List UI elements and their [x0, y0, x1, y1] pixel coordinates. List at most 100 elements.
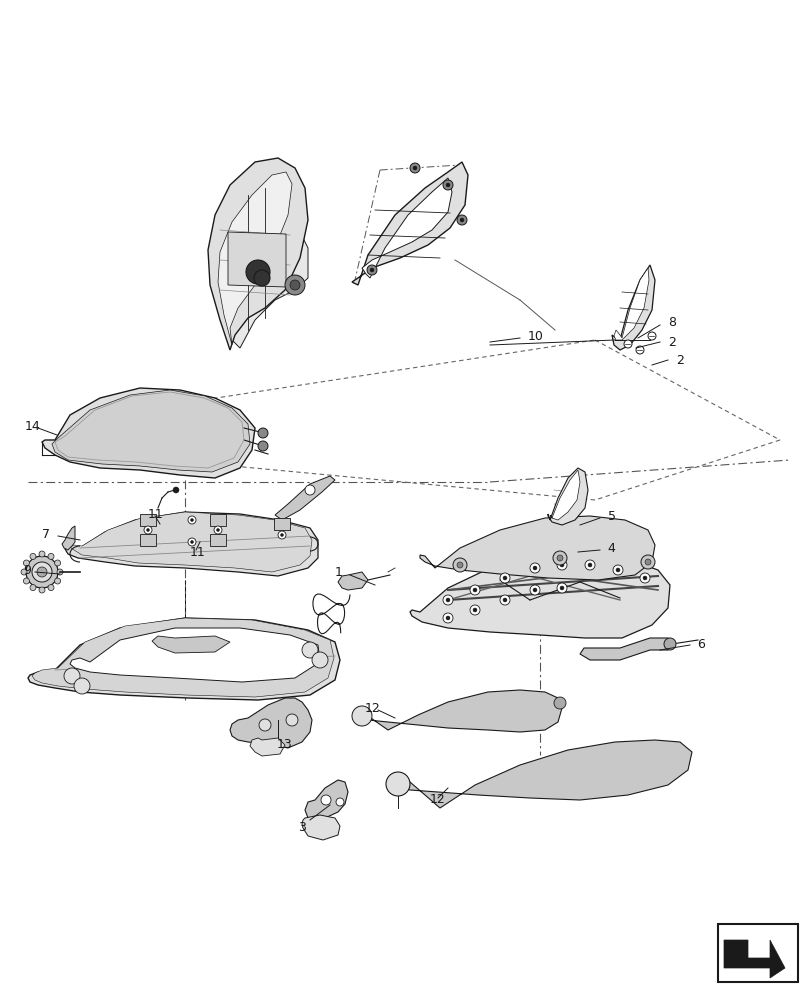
- Polygon shape: [210, 534, 225, 546]
- Circle shape: [259, 719, 271, 731]
- Circle shape: [530, 563, 539, 573]
- Circle shape: [217, 528, 219, 532]
- Circle shape: [502, 576, 506, 580]
- Circle shape: [502, 598, 506, 602]
- Circle shape: [285, 275, 305, 295]
- Polygon shape: [228, 232, 285, 287]
- Circle shape: [612, 565, 622, 575]
- Circle shape: [413, 166, 417, 170]
- Circle shape: [663, 638, 676, 650]
- Circle shape: [144, 526, 152, 534]
- Circle shape: [560, 563, 564, 567]
- Circle shape: [21, 569, 27, 575]
- Text: 4: 4: [607, 542, 614, 556]
- Circle shape: [635, 346, 643, 354]
- Circle shape: [453, 558, 466, 572]
- Circle shape: [173, 487, 178, 493]
- Text: 14: 14: [25, 420, 41, 432]
- Circle shape: [188, 516, 195, 524]
- Circle shape: [553, 697, 565, 709]
- Polygon shape: [579, 638, 672, 660]
- Text: 9: 9: [23, 564, 31, 578]
- Circle shape: [473, 588, 476, 592]
- Text: 12: 12: [365, 702, 380, 714]
- Circle shape: [24, 578, 29, 584]
- Polygon shape: [62, 526, 75, 550]
- Polygon shape: [230, 698, 311, 748]
- Circle shape: [443, 595, 453, 605]
- Circle shape: [285, 714, 298, 726]
- Polygon shape: [337, 572, 367, 590]
- Text: 6: 6: [696, 638, 704, 650]
- Text: 10: 10: [527, 330, 543, 344]
- Circle shape: [457, 215, 466, 225]
- Polygon shape: [152, 636, 230, 653]
- Circle shape: [24, 560, 29, 566]
- Polygon shape: [549, 470, 579, 520]
- Circle shape: [246, 260, 270, 284]
- Text: 11: 11: [190, 546, 205, 560]
- Circle shape: [37, 567, 47, 577]
- Text: 7: 7: [42, 528, 50, 542]
- Circle shape: [500, 573, 509, 583]
- Circle shape: [191, 540, 193, 544]
- Circle shape: [214, 526, 221, 534]
- Circle shape: [48, 585, 54, 591]
- Text: 12: 12: [430, 793, 445, 806]
- Circle shape: [30, 585, 36, 591]
- Polygon shape: [419, 516, 654, 580]
- Polygon shape: [228, 222, 307, 348]
- Polygon shape: [217, 172, 292, 345]
- Circle shape: [473, 608, 476, 612]
- Circle shape: [556, 583, 566, 593]
- Circle shape: [32, 562, 52, 582]
- Circle shape: [556, 560, 566, 570]
- Polygon shape: [611, 265, 654, 350]
- Polygon shape: [394, 740, 691, 808]
- Circle shape: [443, 180, 453, 190]
- Circle shape: [305, 485, 315, 495]
- Circle shape: [57, 569, 63, 575]
- Text: 5: 5: [607, 510, 616, 524]
- Circle shape: [351, 706, 371, 726]
- Polygon shape: [139, 534, 156, 546]
- Circle shape: [445, 616, 449, 620]
- Circle shape: [460, 218, 463, 222]
- Circle shape: [443, 613, 453, 623]
- Text: 2: 2: [667, 336, 675, 349]
- Circle shape: [457, 562, 462, 568]
- Circle shape: [188, 538, 195, 546]
- Circle shape: [584, 560, 594, 570]
- Circle shape: [470, 585, 479, 595]
- Circle shape: [410, 163, 419, 173]
- Circle shape: [320, 795, 331, 805]
- Circle shape: [39, 551, 45, 557]
- Polygon shape: [362, 178, 452, 278]
- Circle shape: [254, 270, 270, 286]
- Circle shape: [39, 587, 45, 593]
- Polygon shape: [28, 618, 340, 700]
- Circle shape: [311, 652, 328, 668]
- Polygon shape: [547, 468, 587, 525]
- Text: 1: 1: [335, 566, 342, 580]
- Text: 13: 13: [277, 738, 293, 752]
- Circle shape: [530, 585, 539, 595]
- Text: 3: 3: [298, 821, 306, 834]
- Polygon shape: [65, 512, 318, 576]
- Circle shape: [385, 772, 410, 796]
- Circle shape: [280, 534, 283, 536]
- Circle shape: [470, 605, 479, 615]
- Text: 11: 11: [148, 508, 164, 520]
- Polygon shape: [208, 158, 307, 350]
- Polygon shape: [305, 780, 348, 820]
- Polygon shape: [42, 388, 255, 478]
- Circle shape: [48, 553, 54, 559]
- Circle shape: [336, 798, 344, 806]
- Circle shape: [290, 280, 299, 290]
- Circle shape: [258, 441, 268, 451]
- Polygon shape: [52, 390, 250, 472]
- Circle shape: [639, 573, 649, 583]
- Circle shape: [532, 588, 536, 592]
- Circle shape: [552, 551, 566, 565]
- Circle shape: [64, 668, 80, 684]
